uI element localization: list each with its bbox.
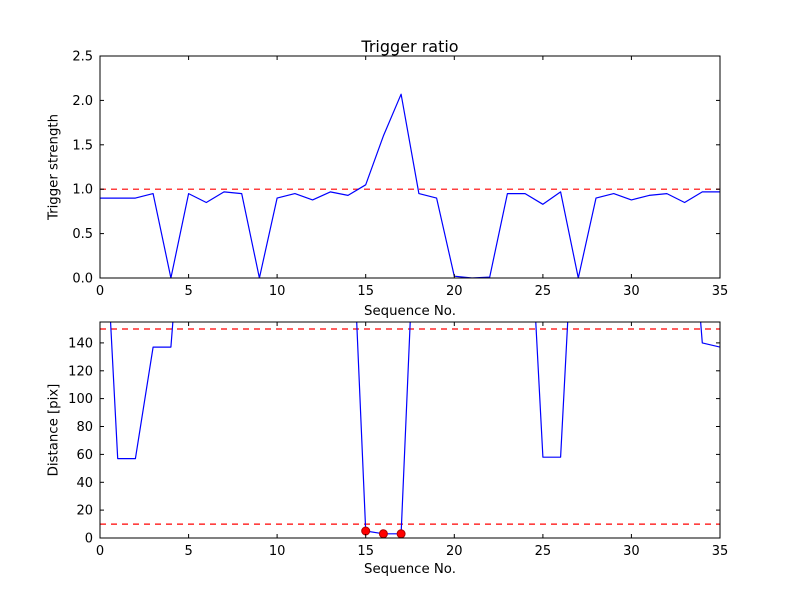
y-tick-label: 120 bbox=[68, 364, 93, 379]
x-tick-label: 5 bbox=[184, 284, 192, 299]
y-tick-label: 0.5 bbox=[72, 227, 93, 242]
x-tick-label: 25 bbox=[535, 284, 552, 299]
y-tick-label: 2.5 bbox=[72, 50, 93, 65]
y-tick-label: 0.0 bbox=[72, 272, 93, 287]
top-y-axis-label: Trigger strength bbox=[46, 113, 62, 221]
y-tick-label: 80 bbox=[76, 420, 93, 435]
x-tick-label: 20 bbox=[446, 284, 463, 299]
marker-point bbox=[378, 529, 388, 539]
x-tick-label: 20 bbox=[446, 544, 463, 559]
x-tick-label: 10 bbox=[269, 284, 286, 299]
x-tick-label: 30 bbox=[623, 544, 640, 559]
x-tick-label: 10 bbox=[269, 544, 286, 559]
x-tick-label: 35 bbox=[712, 284, 729, 299]
y-tick-label: 100 bbox=[68, 392, 93, 407]
x-tick-label: 0 bbox=[96, 284, 104, 299]
marker-point bbox=[361, 526, 371, 536]
x-tick-label: 30 bbox=[623, 284, 640, 299]
y-tick-label: 1.0 bbox=[72, 183, 93, 198]
axes-frame bbox=[99, 321, 721, 539]
x-tick-label: 15 bbox=[357, 544, 374, 559]
x-tick-label: 25 bbox=[535, 544, 552, 559]
axes-frame bbox=[99, 55, 721, 279]
chart-title: Trigger ratio bbox=[361, 37, 459, 56]
y-tick-label: 0 bbox=[85, 532, 93, 547]
bottom-y-axis-label: Distance [pix] bbox=[46, 383, 62, 477]
data-line bbox=[100, 93, 720, 278]
top-x-axis-label: Sequence No. bbox=[364, 304, 456, 319]
y-tick-label: 40 bbox=[76, 476, 93, 491]
marker-point bbox=[396, 529, 406, 539]
x-tick-label: 5 bbox=[184, 544, 192, 559]
y-tick-label: 2.0 bbox=[72, 94, 93, 109]
y-tick-label: 60 bbox=[76, 448, 93, 463]
y-tick-label: 20 bbox=[76, 504, 93, 519]
x-tick-label: 35 bbox=[712, 544, 729, 559]
distance-plot: 0 5 10 15 20 25 30 35 0 20 40 60 80 100 120 140 bbox=[68, 321, 729, 559]
y-tick-label: 1.5 bbox=[72, 138, 93, 153]
bottom-x-axis-label: Sequence No. bbox=[364, 562, 456, 577]
x-tick-label: 0 bbox=[96, 544, 104, 559]
y-tick-label: 140 bbox=[68, 336, 93, 351]
x-tick-label: 15 bbox=[357, 284, 374, 299]
trigger-strength-plot: 0 5 10 15 20 25 30 35 0.0 0.5 1.0 1.5 2.0 2.5 bbox=[72, 50, 728, 300]
data-line bbox=[109, 322, 720, 535]
